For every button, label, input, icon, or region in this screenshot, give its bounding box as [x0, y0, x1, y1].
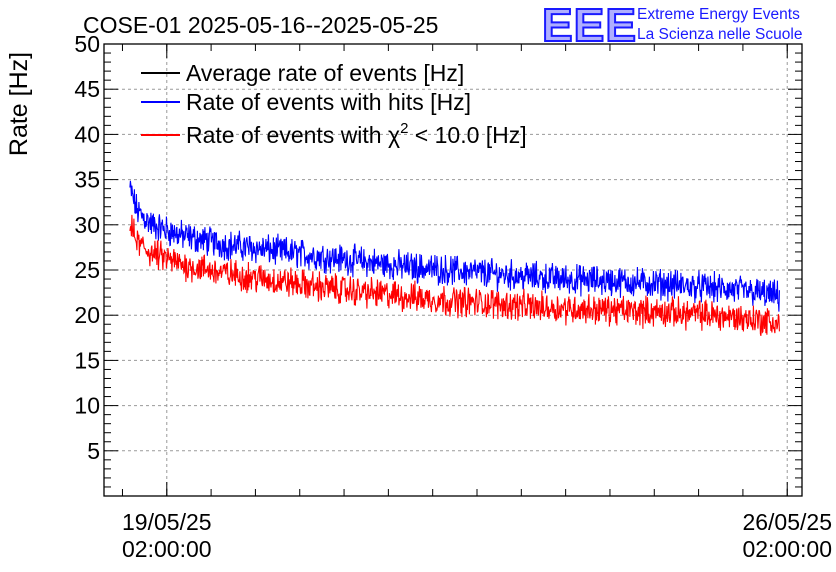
chart-title: COSE-01 2025-05-16--2025-05-25	[83, 12, 438, 38]
legend-label-0: Average rate of events [Hz]	[186, 60, 464, 86]
y-tick-label: 20	[74, 302, 100, 328]
eee-logo: EEE Extreme Energy Events La Scienza nel…	[541, 0, 802, 52]
y-tick-label: 10	[74, 393, 100, 419]
y-tick-label: 5	[87, 438, 100, 464]
x-tick-label-time: 02:00:00	[122, 536, 212, 562]
eee-logo-line1: Extreme Energy Events	[637, 6, 800, 23]
y-tick-label: 15	[74, 347, 100, 373]
series-line-1	[129, 180, 780, 312]
eee-logo-line2: La Scienza nelle Scuole	[637, 26, 802, 43]
y-tick-labels: 5 10 15 20 25 30 35 40 45 50	[74, 31, 100, 464]
legend-label-2: Rate of events with χ2 < 10.0 [Hz]	[186, 120, 527, 148]
legend: Average rate of events [Hz] Rate of event…	[141, 60, 527, 148]
y-tick-label: 45	[74, 76, 100, 102]
plot-frame	[103, 43, 803, 497]
x-tick-label-date: 19/05/25	[122, 509, 212, 535]
legend-label-1: Rate of events with hits [Hz]	[186, 89, 471, 115]
x-tick-label-time: 02:00:00	[742, 536, 832, 562]
x-tick-label-date: 26/05/25	[742, 509, 832, 535]
y-tick-label: 25	[74, 257, 100, 283]
y-tick-label: 30	[74, 212, 100, 238]
y-tick-label: 35	[74, 167, 100, 193]
y-tick-label: 50	[74, 31, 100, 57]
series-line-2	[129, 214, 780, 337]
eee-logo-mark: EEE	[542, 0, 637, 51]
y-axis-label: Rate [Hz]	[5, 52, 33, 156]
y-tick-label: 40	[74, 121, 100, 147]
plot-series	[129, 180, 780, 337]
